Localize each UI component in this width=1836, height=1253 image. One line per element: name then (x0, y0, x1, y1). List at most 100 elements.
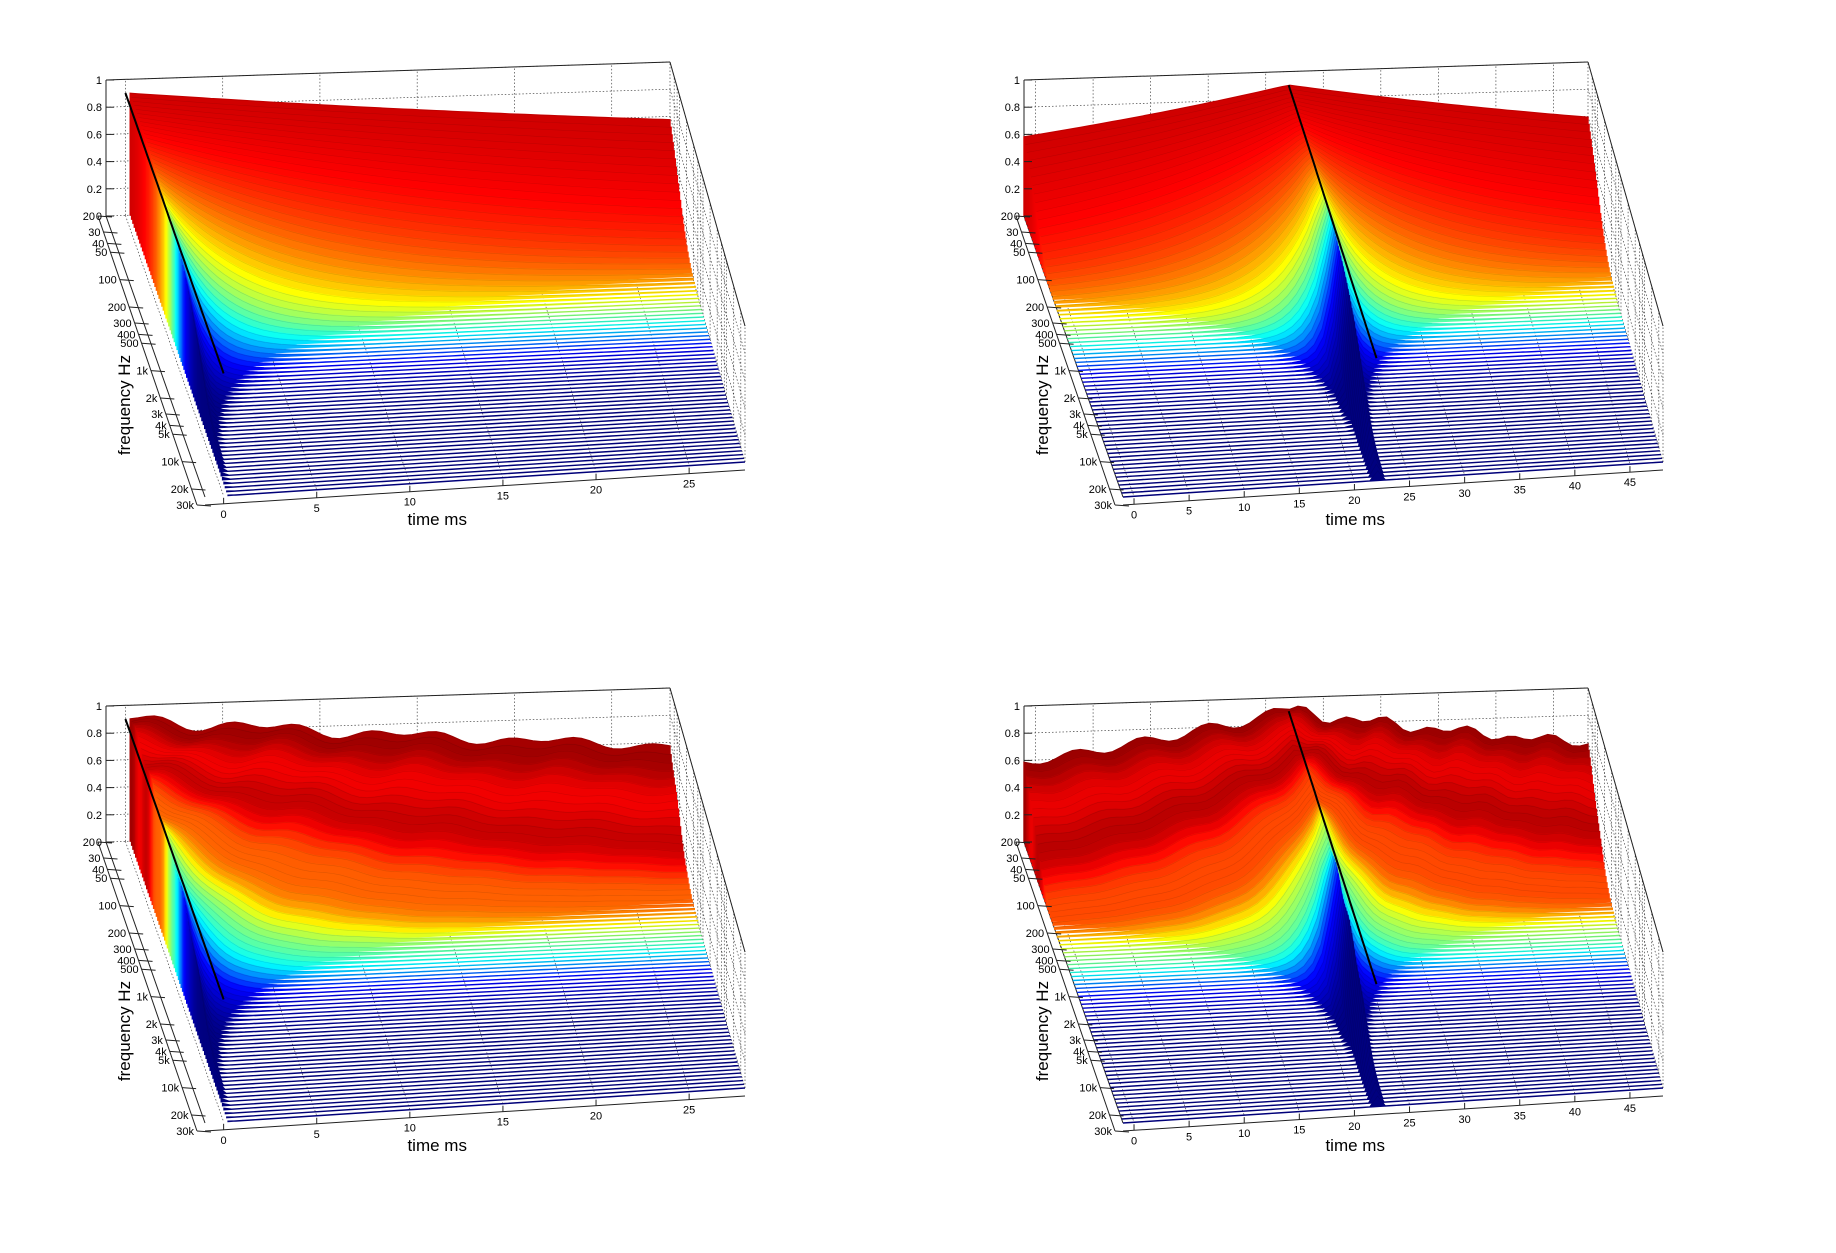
surface-ribbon (220, 442, 740, 477)
surface-crest (1056, 175, 1613, 307)
surface-crest (1062, 195, 1618, 328)
y-tick-label: 40 (1010, 238, 1022, 250)
x-tick-label: 35 (1514, 1110, 1526, 1122)
surface-ribbon (227, 461, 746, 497)
surface-crest (214, 424, 735, 456)
surface-crest (1028, 714, 1592, 787)
surface-crest (1115, 433, 1658, 478)
surface-crest (201, 368, 725, 419)
surface-crest (1099, 964, 1646, 1056)
surface-crest (134, 723, 674, 772)
y-tick (1052, 948, 1067, 951)
y-tick (1114, 504, 1130, 507)
surface-ribbon (1122, 1087, 1664, 1124)
surface-crest (225, 454, 743, 488)
impulse-ridge (1287, 710, 1378, 985)
surface-crest (172, 857, 703, 954)
surface-crest (154, 166, 689, 259)
surface-crest (223, 1076, 742, 1110)
surface-crest (1117, 1066, 1659, 1108)
surface-crest (1064, 199, 1619, 332)
x-axis-line (204, 469, 746, 506)
y-tick-label: 40 (92, 864, 104, 876)
surface-crest (1035, 115, 1597, 203)
surface-crest (198, 976, 723, 1037)
surface-crest (196, 335, 721, 403)
surface-ribbon (1117, 1065, 1659, 1108)
y-tick-label: 200 (1026, 928, 1044, 940)
surface-ribbon (216, 1057, 737, 1091)
y-tick (1068, 996, 1083, 999)
surface-ribbon (163, 822, 698, 941)
z-tick-label: 0.6 (1005, 755, 1020, 767)
surface-crest (193, 319, 719, 394)
y-tick (1047, 306, 1062, 309)
y-tick (1059, 968, 1074, 971)
surface-ribbon (224, 453, 743, 489)
surface-crest (1118, 1074, 1660, 1112)
y-tick-label: 200 (1026, 302, 1044, 314)
y-tick (1056, 333, 1071, 336)
surface-crest (228, 461, 746, 496)
surface-ribbon (210, 1042, 733, 1075)
surface-crest (1110, 1025, 1654, 1088)
surface-crest (1025, 88, 1590, 145)
surface-ribbon (212, 1046, 734, 1079)
surface-crest (197, 343, 722, 407)
surface-crest (132, 101, 673, 136)
axes: 0 5 10 15 20 25 30 35 40 452030405010020030040050… (1001, 75, 1664, 529)
surface-crest (209, 1039, 732, 1070)
y-tick-label: 10k (1079, 1083, 1097, 1095)
surface-ribbon (181, 264, 711, 366)
surface-crest (143, 133, 681, 201)
z-tick-label: 0 (1014, 837, 1020, 849)
surface-crest (1103, 984, 1649, 1068)
surface-crest (1050, 159, 1609, 287)
surface-crest (153, 783, 689, 880)
surface-crest (1025, 708, 1590, 772)
surface-crest (1037, 123, 1599, 221)
surface-ribbon (201, 368, 725, 422)
surface-crest (216, 1058, 737, 1090)
surface-crest (1071, 852, 1624, 977)
surface-crest (223, 450, 742, 484)
surface-ribbon (1117, 440, 1659, 482)
surface-crest (150, 154, 686, 240)
y-tick-label: 20k (171, 484, 189, 496)
surface-crest (1071, 222, 1624, 351)
surface-crest (219, 439, 739, 472)
surface-crest (182, 891, 711, 986)
surface-crest (169, 216, 701, 318)
y-tick-label: 20k (171, 1110, 189, 1122)
y-tick-label: 400 (117, 329, 135, 341)
surface-crest (1111, 409, 1655, 466)
surface-crest (130, 715, 671, 750)
surface-ribbon (208, 409, 731, 441)
surface-crest (178, 877, 708, 972)
surface-ribbon (1113, 417, 1656, 470)
surface-ribbon (1089, 914, 1638, 1029)
x-tick-label: 15 (497, 1117, 509, 1129)
impulse-ridge (1287, 84, 1378, 359)
surface-ribbon (1118, 448, 1660, 486)
y-tick-label: 20 (1001, 837, 1013, 849)
surface-crest (1058, 808, 1615, 941)
surface-crest (1093, 933, 1641, 1041)
y-tick-label: 1k (136, 992, 148, 1004)
surface-crest (208, 409, 731, 440)
surface-crest (143, 759, 681, 828)
surface-crest (1057, 805, 1614, 937)
surface-ribbon (1089, 288, 1638, 403)
surface-crest (180, 259, 710, 355)
z-tick-label: 0.4 (1005, 783, 1020, 795)
y-tick (134, 948, 149, 951)
y-tick-label: 3k (151, 409, 163, 421)
y-tick-label: 2k (146, 393, 158, 405)
y-tick (110, 251, 125, 254)
waterfall-plot-4: 0 5 10 15 20 25 30 35 40 452030405010020030040050… (1001, 687, 1664, 1155)
surface-ribbon (191, 942, 718, 1020)
surface-crest (194, 327, 720, 399)
y-axis-label: frequency Hz (1033, 355, 1052, 455)
x-tick-label: 0 (1131, 509, 1137, 521)
surface-ribbon (1092, 925, 1640, 1037)
